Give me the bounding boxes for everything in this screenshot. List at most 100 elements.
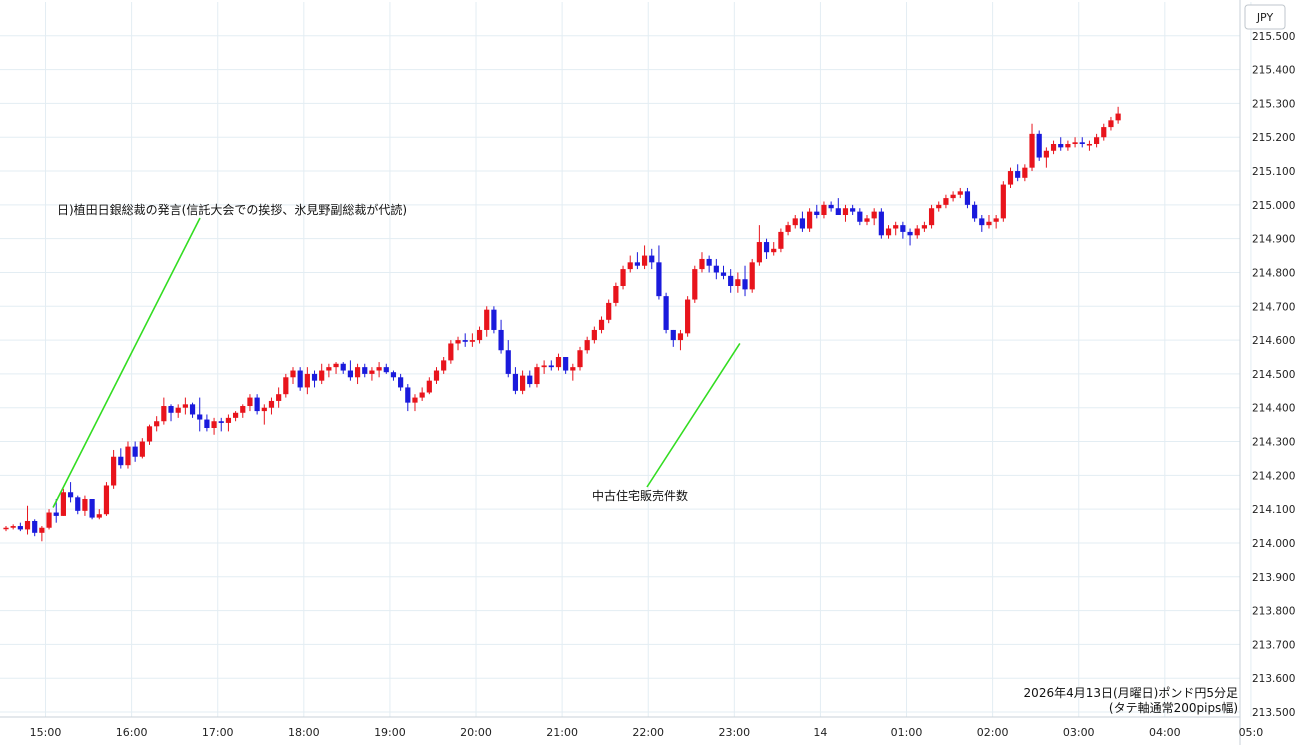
candle-up	[125, 446, 131, 466]
candle-up	[921, 225, 927, 229]
candle-up	[613, 286, 619, 303]
candle-up	[792, 218, 798, 226]
candle-up	[1050, 144, 1057, 151]
caption-layer: 2026年4月13日(月曜日)ポンド円5分足 (タテ軸通常200pips幅)	[1024, 686, 1238, 715]
y-tick-label: 214.300	[1252, 437, 1295, 449]
candle-up	[785, 225, 791, 232]
candle-down	[204, 419, 210, 428]
candle-down	[67, 492, 74, 498]
x-tick-label: 02:00	[977, 726, 1009, 739]
candle-up	[290, 370, 296, 378]
candle-up	[1007, 171, 1014, 185]
annotation-label: 日)植田日銀総裁の発言(信託大会での挨拶、氷見野副総裁が代読)	[57, 202, 407, 217]
candle-down	[742, 279, 748, 290]
candle-up	[326, 367, 332, 371]
candle-up	[1029, 133, 1035, 168]
x-tick-label: 15:00	[30, 726, 62, 739]
annotation-pointer-line	[646, 343, 741, 488]
candle-up	[577, 350, 583, 368]
annotation-layer: 日)植田日銀総裁の発言(信託大会での挨拶、氷見野副総裁が代読) 中古住宅販売件数	[52, 202, 741, 508]
candle-down	[720, 272, 727, 276]
x-tick-label: 05:0	[1239, 726, 1264, 739]
candle-up	[111, 456, 117, 486]
candle-down	[1036, 133, 1042, 158]
candle-up	[441, 360, 447, 371]
candle-down	[835, 208, 841, 215]
y-tick-label: 214.600	[1252, 335, 1295, 347]
candle-down	[462, 340, 468, 342]
y-tick-label: 214.000	[1252, 538, 1295, 550]
candle-down	[649, 255, 655, 263]
candle-up	[1115, 113, 1121, 121]
candle-up	[842, 208, 849, 215]
candle-down	[297, 370, 303, 388]
candle-down	[1015, 171, 1021, 178]
candle-down	[32, 520, 38, 533]
x-tick-label: 19:00	[374, 726, 406, 739]
candle-up	[620, 269, 626, 286]
x-tick-label: 17:00	[202, 726, 234, 739]
candle-up	[871, 211, 877, 219]
candle-up	[1086, 144, 1093, 146]
x-tick-label: 21:00	[546, 726, 578, 739]
candle-down	[706, 258, 712, 266]
candle-up	[928, 208, 935, 226]
x-tick-label: 20:00	[460, 726, 492, 739]
candle-down	[548, 365, 554, 368]
candle-up	[96, 514, 102, 518]
candle-up	[807, 211, 813, 229]
candle-down	[218, 421, 224, 423]
candle-up	[419, 392, 425, 398]
x-tick-label: 01:00	[891, 726, 923, 739]
candle-up	[598, 319, 605, 330]
candle-down	[1058, 144, 1064, 148]
chart-caption-line1: 2026年4月13日(月曜日)ポンド円5分足	[1024, 686, 1238, 700]
candle-up	[319, 370, 325, 381]
x-tick-label: 22:00	[632, 726, 664, 739]
candle-up	[1094, 137, 1100, 144]
x-tick-label: 03:00	[1063, 726, 1095, 739]
candle-up	[333, 363, 339, 368]
candle-up	[46, 512, 52, 528]
candle-up	[756, 242, 762, 263]
y-tick-label: 214.100	[1252, 504, 1295, 516]
candle-down	[850, 208, 856, 212]
y-tick-label: 213.600	[1252, 673, 1295, 685]
candle-up	[541, 365, 547, 368]
candle-down	[340, 363, 346, 371]
y-tick-label: 215.100	[1252, 166, 1295, 178]
candle-down	[189, 404, 196, 415]
x-tick-label: 14	[813, 726, 827, 739]
y-tick-label: 215.300	[1252, 98, 1295, 110]
x-tick-label: 18:00	[288, 726, 320, 739]
candle-up	[641, 255, 648, 266]
y-tick-label: 213.500	[1252, 707, 1295, 719]
candle-down	[347, 370, 353, 378]
candle-up	[986, 221, 992, 226]
candle-up	[1101, 127, 1107, 138]
candle-down	[670, 329, 676, 341]
candle-down	[728, 275, 734, 286]
candle-down	[527, 375, 533, 385]
y-tick-label: 213.900	[1252, 572, 1295, 584]
candle-down	[17, 526, 23, 530]
candle-down	[907, 231, 913, 236]
candle-down	[132, 446, 138, 457]
y-tick-label: 213.700	[1252, 639, 1295, 651]
candle-up	[161, 406, 167, 422]
candle-up	[936, 204, 942, 209]
candle-up	[606, 302, 612, 320]
candle-up	[1065, 144, 1071, 148]
candle-down	[663, 296, 669, 330]
candle-down	[362, 367, 368, 374]
candle-down	[498, 329, 504, 351]
x-tick-label: 23:00	[718, 726, 750, 739]
candle-up	[412, 397, 418, 403]
y-tick-label: 214.400	[1252, 403, 1295, 415]
currency-badge[interactable]	[1244, 4, 1286, 30]
candle-up	[276, 394, 282, 401]
grid-layer	[0, 2, 1252, 717]
candle-up	[146, 426, 153, 442]
